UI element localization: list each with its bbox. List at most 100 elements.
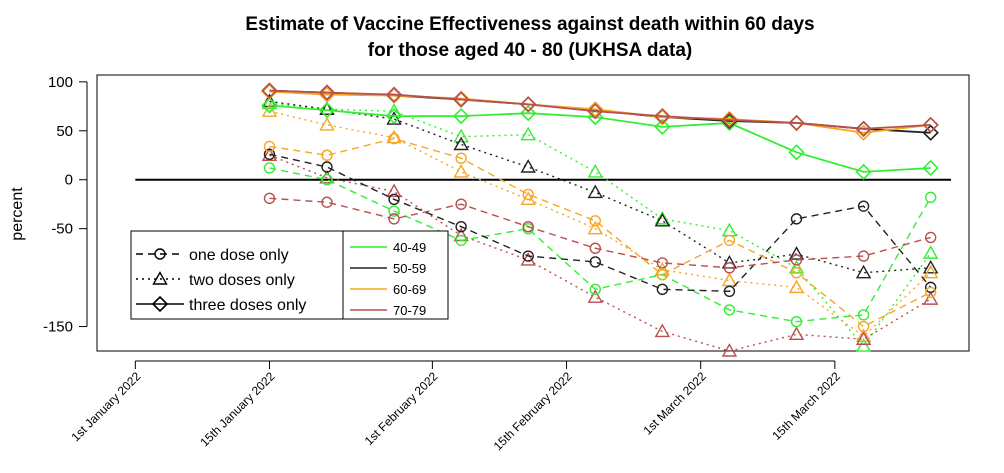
series-line <box>269 197 931 269</box>
data-point <box>589 242 601 254</box>
legend-marker <box>152 271 168 285</box>
data-point <box>453 91 470 108</box>
data-point <box>924 231 937 244</box>
data-point <box>788 246 805 260</box>
data-point <box>261 103 278 117</box>
data-point <box>522 221 534 233</box>
legend-age-label: 70-79 <box>393 303 426 318</box>
data-point <box>922 245 939 259</box>
x-axis: 1st January 2022 15th January 2022 1st Feb… <box>68 360 843 453</box>
data-point <box>723 285 736 297</box>
data-point <box>922 124 939 141</box>
legend-dose-item: two doses only <box>136 271 295 289</box>
series-70-79-one-dose-only <box>263 192 937 274</box>
data-point <box>522 188 534 201</box>
data-point <box>386 183 402 198</box>
plot-frame <box>96 74 970 352</box>
data-point <box>922 291 939 305</box>
data-point <box>721 222 738 237</box>
y-tick-label: 0 <box>65 172 73 189</box>
data-point <box>319 116 335 131</box>
data-point <box>589 256 601 268</box>
data-point <box>587 184 603 199</box>
data-point <box>723 234 736 247</box>
x-tick-label: 15th March 2022 <box>769 369 843 443</box>
x-tick-label: 1st March 2022 <box>640 369 709 438</box>
data-point <box>453 163 469 178</box>
data-point <box>263 192 276 205</box>
data-point <box>587 163 603 178</box>
series-70-79-three-doses-only <box>261 82 939 137</box>
data-point <box>790 315 803 328</box>
legend-dose-label: two doses only <box>189 272 295 289</box>
data-point <box>520 105 537 122</box>
data-point <box>721 272 738 287</box>
data-point <box>321 196 333 208</box>
data-point <box>922 159 939 177</box>
data-point <box>520 96 537 113</box>
data-point <box>589 283 601 296</box>
data-point <box>261 82 278 99</box>
data-point <box>654 210 671 225</box>
legend-marker <box>151 295 169 313</box>
data-point <box>388 205 400 217</box>
data-point <box>855 264 872 279</box>
data-point <box>855 163 872 181</box>
legend-dose-label: one dose only <box>189 247 289 264</box>
data-point <box>453 136 469 151</box>
legend-marker <box>154 248 166 260</box>
data-point <box>319 101 335 115</box>
legend-age-item: 50-59 <box>350 261 426 276</box>
data-point <box>788 279 805 294</box>
data-point <box>721 111 738 129</box>
series-line <box>269 167 932 323</box>
data-point <box>656 257 669 269</box>
x-tick-label: 15th January 2022 <box>197 369 277 449</box>
legend-age-item: 60-69 <box>350 282 426 297</box>
data-point <box>263 162 276 174</box>
data-point <box>723 304 736 316</box>
series-line <box>269 90 931 134</box>
data-point <box>587 289 603 303</box>
data-point <box>455 234 467 247</box>
data-point <box>520 126 536 141</box>
data-point <box>261 97 278 114</box>
data-point <box>453 107 470 125</box>
y-tick-label: -150 <box>43 319 73 336</box>
legend-dose-label: three doses only <box>189 297 306 314</box>
data-point <box>790 254 803 266</box>
data-point <box>855 338 872 352</box>
y-axis-label: percent <box>9 187 26 241</box>
series-line <box>269 153 932 293</box>
data-point <box>318 102 336 119</box>
data-point <box>924 191 937 204</box>
series-layer <box>261 82 939 357</box>
legend-age-label: 60-69 <box>393 282 426 297</box>
data-point <box>455 198 467 210</box>
data-point <box>321 174 333 186</box>
y-tick-label: -50 <box>51 221 73 238</box>
data-point <box>318 84 336 101</box>
legend-age-label: 40-49 <box>393 240 426 255</box>
data-point <box>587 101 604 118</box>
data-point <box>654 107 671 125</box>
data-point <box>855 120 872 137</box>
data-point <box>455 221 467 233</box>
data-point <box>321 161 333 173</box>
legend-dose-item: one dose only <box>136 247 289 264</box>
data-point <box>855 328 872 343</box>
data-point <box>790 267 803 279</box>
data-point <box>388 132 400 145</box>
y-tick-label: 100 <box>48 74 73 91</box>
data-point <box>924 286 937 298</box>
series-60-69-two-doses-only <box>261 103 939 343</box>
legend-age-label: 50-59 <box>393 261 426 276</box>
data-point <box>319 169 335 184</box>
legend-dose-item: three doses only <box>136 295 306 314</box>
x-tick-label: 1st January 2022 <box>68 369 143 444</box>
legend-age-entries: 40-49 50-59 60-69 70-79 <box>350 240 426 318</box>
data-point <box>263 148 276 160</box>
data-point <box>522 250 534 262</box>
y-tick-label: 50 <box>56 123 73 140</box>
data-point <box>788 144 805 161</box>
